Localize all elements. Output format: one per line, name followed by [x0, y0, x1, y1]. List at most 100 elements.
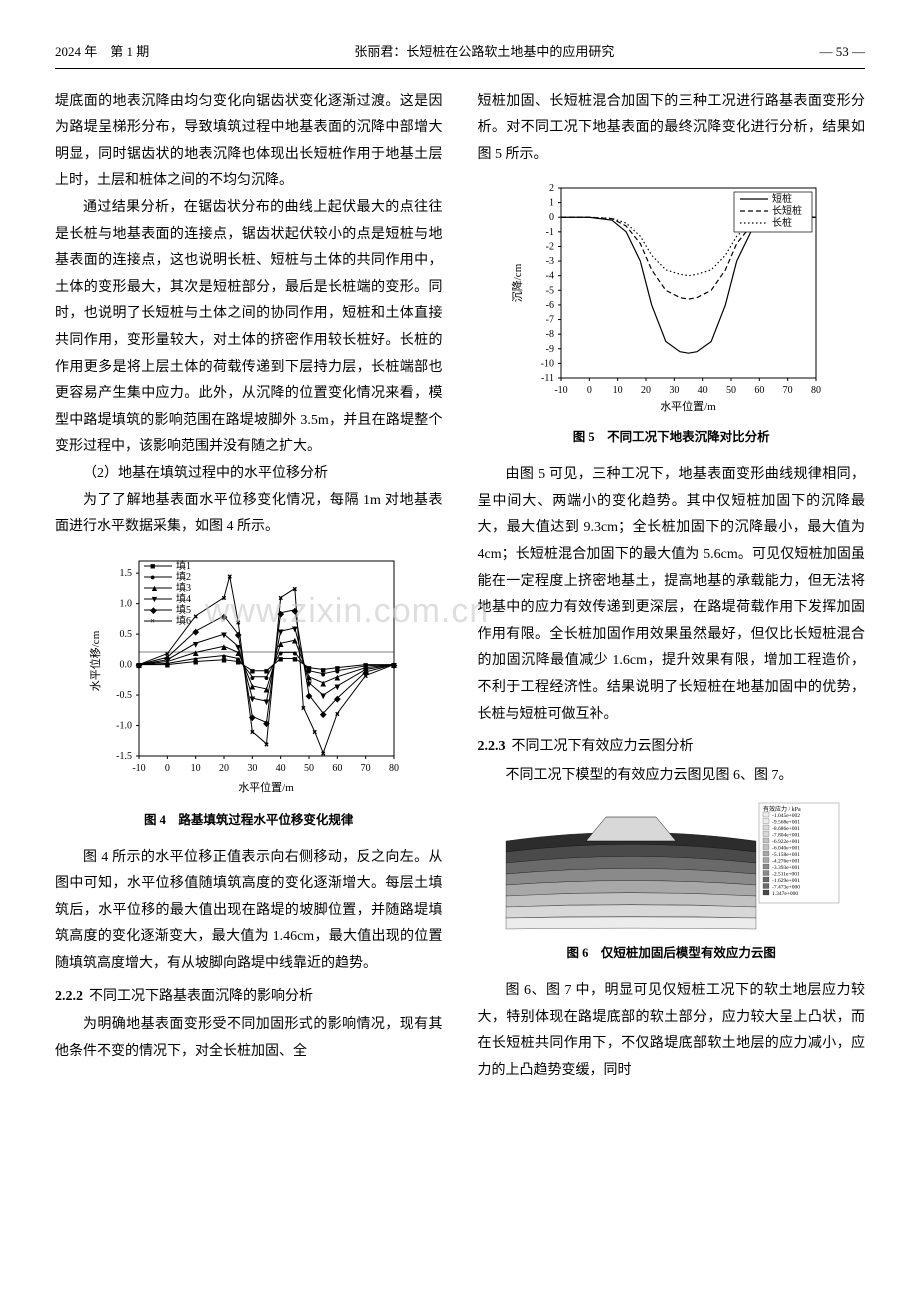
svg-text:2: 2 — [549, 183, 554, 194]
svg-text:1.0: 1.0 — [119, 598, 132, 609]
svg-text:0: 0 — [165, 763, 170, 774]
fig5-ylabel: 沉降/cm — [510, 264, 524, 303]
right-column: 短桩加固、长短桩混合加固下的三种工况进行路基表面变形分析。对不同工况下地基表面的… — [478, 89, 866, 1085]
svg-text:-1.0: -1.0 — [116, 720, 132, 731]
svg-text:50: 50 — [304, 763, 314, 774]
fig5-caption: 图 5 不同工况下地表沉降对比分析 — [478, 426, 866, 450]
svg-text:10: 10 — [613, 385, 623, 396]
svg-text:×: × — [222, 594, 226, 602]
figure-5: 210-1-2-3-4-5-6-7-8-9-10-11 -10010203040… — [506, 178, 836, 418]
para-l5: 为明确地基表面变形受不同加固形式的影响情况，现有其他条件不变的情况下，对全长桩加… — [55, 1012, 443, 1065]
svg-text:◆: ◆ — [193, 628, 199, 636]
svg-text:▲: ▲ — [334, 674, 341, 682]
svg-text:-2: -2 — [546, 242, 554, 253]
svg-text:▲: ▲ — [220, 643, 227, 651]
svg-text:×: × — [236, 619, 240, 627]
svg-text:-10: -10 — [132, 763, 145, 774]
sec222-num: 2.2.2 — [55, 989, 83, 1004]
svg-text:×: × — [312, 728, 316, 736]
svg-text:-1.5: -1.5 — [116, 751, 132, 762]
svg-text:▼: ▼ — [192, 640, 199, 648]
svg-text:×: × — [363, 672, 367, 680]
para-l3: 为了了解地基表面水平位移变化情况，每隔 1m 对地基表面进行水平数据采集，如图 … — [55, 488, 443, 541]
svg-text:20: 20 — [219, 763, 229, 774]
svg-text:短桩: 短桩 — [772, 192, 792, 205]
svg-text:-10: -10 — [555, 385, 568, 396]
svg-text:-0.5: -0.5 — [116, 690, 132, 701]
svg-text:●: ● — [292, 649, 296, 657]
svg-text:-5: -5 — [546, 286, 554, 297]
svg-text:●: ● — [250, 674, 254, 682]
svg-text:×: × — [335, 710, 339, 718]
left-column: 堤底面的地表沉降由均匀变化向锯齿状变化逐渐过渡。这是因为路堤呈梯形分布，导致填筑… — [55, 89, 443, 1085]
header-left: 2024 年 第 1 期 — [55, 40, 149, 65]
svg-text:▲: ▲ — [319, 680, 326, 688]
svg-text:70: 70 — [783, 385, 793, 396]
svg-text:1: 1 — [549, 198, 554, 209]
svg-text:-7: -7 — [546, 315, 554, 326]
para-l1: 堤底面的地表沉降由均匀变化向锯齿状变化逐渐过渡。这是因为路堤呈梯形分布，导致填筑… — [55, 89, 443, 195]
svg-text:●: ● — [264, 674, 268, 682]
svg-text:80: 80 — [811, 385, 821, 396]
svg-text:×: × — [193, 613, 197, 621]
svg-text:30: 30 — [670, 385, 680, 396]
svg-text:-4: -4 — [546, 271, 554, 282]
svg-text:●: ● — [278, 649, 282, 657]
svg-text:-3: -3 — [546, 257, 554, 268]
svg-text:70: 70 — [360, 763, 370, 774]
svg-text:0: 0 — [587, 385, 592, 396]
svg-text:×: × — [392, 661, 396, 669]
svg-text:▼: ▼ — [319, 692, 326, 700]
svg-text:×: × — [227, 573, 231, 581]
svg-text:50: 50 — [726, 385, 736, 396]
svg-text:填5: 填5 — [176, 603, 191, 616]
svg-text:▲: ▲ — [192, 649, 199, 657]
sec223-num: 2.2.3 — [478, 739, 506, 754]
svg-text:●: ● — [222, 652, 226, 660]
fig6-caption: 图 6 仅短桩加固后模型有效应力云图 — [478, 942, 866, 966]
svg-text:-6.922e+001: -6.922e+001 — [772, 839, 800, 845]
svg-text:-2.511e+001: -2.511e+001 — [772, 872, 800, 878]
svg-text:1.5: 1.5 — [119, 568, 132, 579]
section-2-2-2: 2.2.2 不同工况下路基表面沉降的影响分析 — [55, 984, 443, 1011]
header-center: 张丽君：长短桩在公路软土地基中的应用研究 — [354, 40, 614, 65]
svg-text:-7.804e+001: -7.804e+001 — [772, 833, 800, 839]
svg-text:-6: -6 — [546, 300, 554, 311]
svg-text:1.347e+000: 1.347e+000 — [772, 891, 798, 897]
sec222-title: 不同工况下路基表面沉降的影响分析 — [89, 989, 313, 1004]
svg-text:×: × — [165, 650, 169, 658]
svg-text:20: 20 — [641, 385, 651, 396]
svg-text:填3: 填3 — [176, 581, 191, 594]
svg-text:▼: ▼ — [220, 631, 227, 639]
fig4-caption: 图 4 路基填筑过程水平位移变化规律 — [55, 809, 443, 833]
sec223-title: 不同工况下有效应力云图分析 — [512, 739, 694, 754]
para-r1: 短桩加固、长短桩混合加固下的三种工况进行路基表面变形分析。对不同工况下地基表面的… — [478, 89, 866, 169]
para-l4: 图 4 所示的水平位移正值表示向右侧移动，反之向左。从图中可知，水平位移值随填筑… — [55, 845, 443, 978]
svg-text:×: × — [321, 750, 325, 758]
svg-text:×: × — [278, 594, 282, 602]
svg-text:30: 30 — [247, 763, 257, 774]
section-2-2-3: 2.2.3 不同工况下有效应力云图分析 — [478, 734, 866, 761]
svg-text:-11: -11 — [541, 373, 554, 384]
svg-text:◆: ◆ — [306, 692, 312, 700]
svg-text:40: 40 — [698, 385, 708, 396]
svg-text:填4: 填4 — [176, 592, 191, 605]
svg-text:-9: -9 — [546, 344, 554, 355]
svg-text:60: 60 — [755, 385, 765, 396]
svg-text:40: 40 — [275, 763, 285, 774]
svg-text:×: × — [301, 704, 305, 712]
svg-text:0.0: 0.0 — [119, 659, 132, 670]
svg-text:-3.393e+001: -3.393e+001 — [772, 865, 800, 871]
fig4-xlabel: 水平位置/m — [238, 780, 294, 794]
svg-text:●: ● — [321, 671, 325, 679]
para-r3: 不同工况下模型的有效应力云图见图 6、图 7。 — [478, 763, 866, 790]
svg-text:-8.686e+001: -8.686e+001 — [772, 826, 800, 832]
para-l2: 通过结果分析，在锯齿状分布的曲线上起伏最大的点往往是长桩与地基表面的连接点，锯齿… — [55, 195, 443, 461]
page-header: 2024 年 第 1 期 张丽君：长短桩在公路软土地基中的应用研究 — 53 — — [55, 40, 865, 69]
fig5-xlabel: 水平位置/m — [660, 399, 716, 413]
svg-text:填6: 填6 — [176, 614, 191, 627]
svg-text:◆: ◆ — [320, 710, 326, 718]
svg-text:-7.473e+000: -7.473e+000 — [772, 885, 800, 891]
svg-text:-6.040e+001: -6.040e+001 — [772, 846, 800, 852]
svg-text:◆: ◆ — [334, 695, 340, 703]
